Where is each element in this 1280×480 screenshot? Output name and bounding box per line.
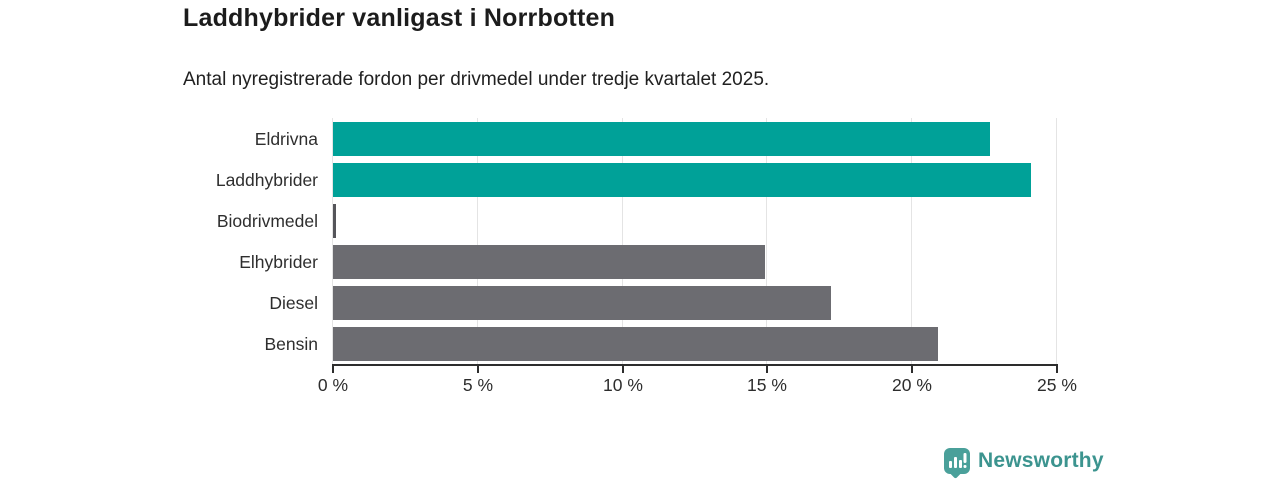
chart-title: Laddhybrider vanligast i Norrbotten xyxy=(183,4,616,32)
gridline-15 xyxy=(766,118,767,364)
x-axis-tick-10 xyxy=(622,364,624,373)
logo-mini-bars xyxy=(949,453,967,468)
x-axis-tick-20 xyxy=(911,364,913,373)
bar-biodrivmedel xyxy=(333,204,336,238)
category-label-bensin: Bensin xyxy=(264,334,318,354)
x-axis-tick-label-20: 20 % xyxy=(892,375,932,395)
category-label-biodrivmedel: Biodrivmedel xyxy=(216,211,318,231)
category-label-diesel: Diesel xyxy=(269,293,318,313)
x-axis-tick-label-0: 0 % xyxy=(317,375,349,395)
x-axis-tick-label-5: 5 % xyxy=(462,375,494,395)
x-axis-tick-15 xyxy=(766,364,768,373)
x-axis-tick-5 xyxy=(477,364,479,373)
x-axis-tick-label-15: 15 % xyxy=(747,375,787,395)
gridline-0 xyxy=(332,118,333,364)
gridline-5 xyxy=(477,118,478,364)
gridline-20 xyxy=(911,118,912,364)
bar-laddhybrider xyxy=(333,163,1031,197)
bar-bensin xyxy=(333,327,938,361)
category-label-eldrivna: Eldrivna xyxy=(254,129,318,149)
chart-subtitle: Antal nyregistrerade fordon per drivmede… xyxy=(183,69,770,90)
category-label-elhybrider: Elhybrider xyxy=(239,252,318,272)
x-axis-tick-label-25: 25 % xyxy=(1037,375,1077,395)
bar-chart: Eldrivna Laddhybrider Biodrivmedel Elhybrid… xyxy=(215,118,1077,395)
bar-chart-speech-bubble-icon xyxy=(944,448,970,479)
gridline-25 xyxy=(1056,118,1057,364)
x-axis-line xyxy=(332,364,1058,366)
bar-diesel xyxy=(333,286,831,320)
logo-wordmark: Newsworthy xyxy=(978,449,1104,472)
bar-elhybrider xyxy=(333,245,765,279)
bar-eldrivna xyxy=(333,122,990,156)
category-label-laddhybrider: Laddhybrider xyxy=(215,170,318,190)
newsworthy-logo: Newsworthy xyxy=(944,448,1104,479)
x-axis-tick-0 xyxy=(332,364,334,373)
x-axis-tick-label-10: 10 % xyxy=(603,375,643,395)
gridline-10 xyxy=(622,118,623,364)
x-axis-tick-25 xyxy=(1056,364,1058,373)
